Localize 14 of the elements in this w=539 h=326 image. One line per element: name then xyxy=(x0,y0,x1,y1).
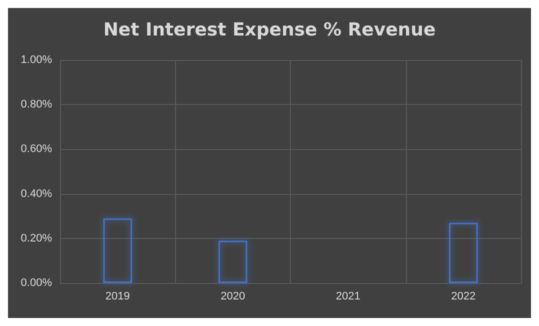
x-tick-label: 2022 xyxy=(451,290,476,302)
y-tick-label: 0.00% xyxy=(20,277,52,289)
y-tick-label: 0.80% xyxy=(20,98,52,111)
x-tick-label: 2020 xyxy=(220,290,246,302)
x-tick-label: 2021 xyxy=(336,290,360,302)
bar xyxy=(103,218,132,283)
chart-title: Net Interest Expense % Revenue xyxy=(103,20,436,40)
y-tick-label: 0.20% xyxy=(20,232,52,244)
bar xyxy=(218,240,248,283)
y-tick-label: 0.60% xyxy=(20,143,52,156)
bar xyxy=(448,222,478,283)
y-tick-label: 1.00% xyxy=(20,54,52,66)
x-tick-label: 2019 xyxy=(105,290,130,302)
y-tick-label: 0.40% xyxy=(20,188,52,200)
